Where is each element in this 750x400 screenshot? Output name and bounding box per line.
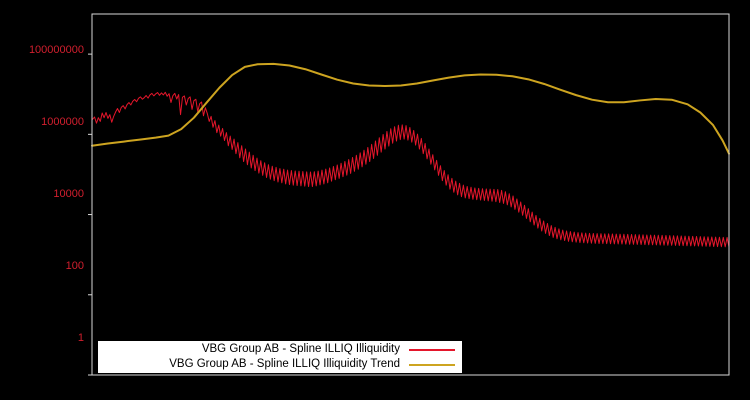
series-line-illiquidity (91, 91, 730, 248)
ytick-label-1000000: 1000000 (41, 116, 84, 128)
legend-label-illiquidity-trend: VBG Group AB - Spline ILLIQ Illiquidity … (169, 358, 400, 370)
plot-border (91, 13, 730, 376)
legend-swatch-illiquidity (409, 348, 455, 351)
ytick-label-1: 1 (77, 332, 84, 344)
legend-swatch-illiquidity-trend (409, 363, 455, 366)
ytick-label-10000: 10000 (53, 188, 84, 200)
data-series-layer (88, 53, 730, 376)
legend-label-illiquidity: VBG Group AB - Spline ILLIQ Illiquidity (201, 343, 400, 355)
legend-entry-illiquidity-trend[interactable]: VBG Group AB - Spline ILLIQ Illiquidity … (99, 357, 461, 372)
legend-entry-illiquidity[interactable]: VBG Group AB - Spline ILLIQ Illiquidity (99, 342, 461, 357)
ytick-label-100000000: 100000000 (28, 44, 84, 56)
series-line-illiquidity-trend (91, 62, 730, 155)
chart-legend[interactable]: VBG Group AB - Spline ILLIQ Illiquidity … (98, 341, 462, 373)
ytick-label-100: 100 (65, 260, 84, 272)
